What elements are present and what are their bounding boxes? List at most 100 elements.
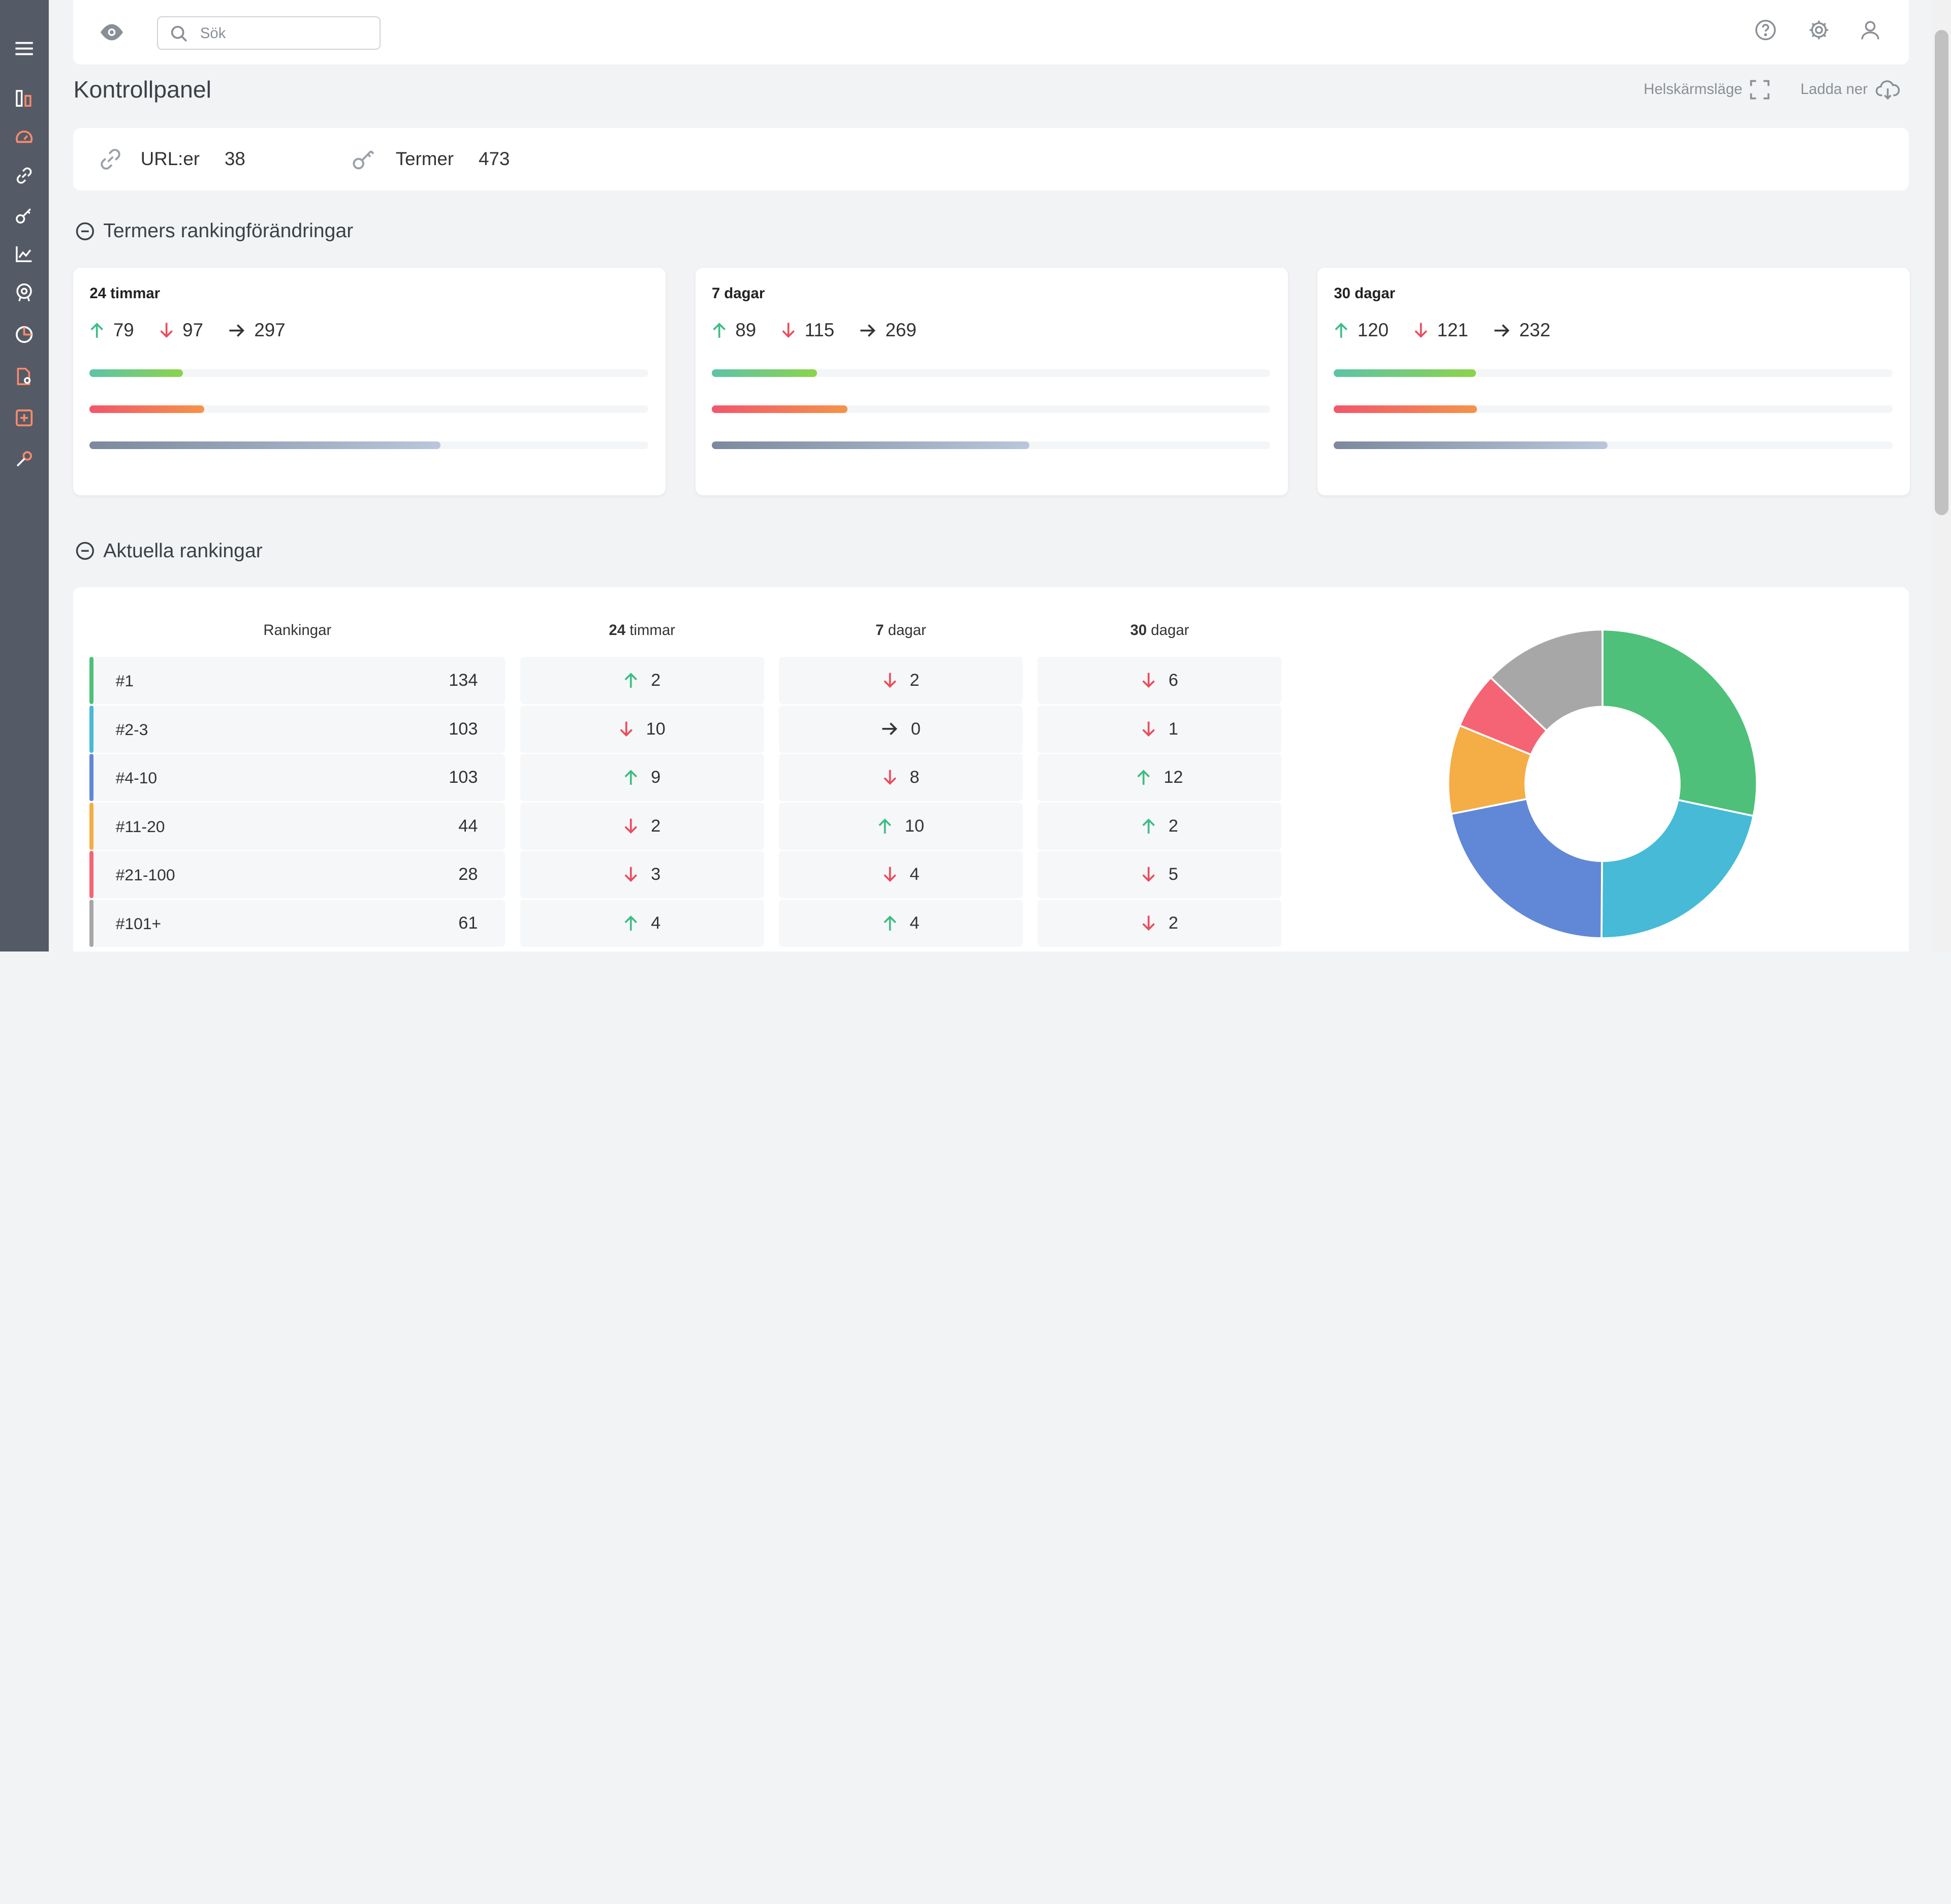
- user-icon[interactable]: [1858, 17, 1882, 42]
- settings-gear-icon[interactable]: [1807, 17, 1832, 42]
- arrow-up-icon: [1137, 770, 1150, 785]
- ranking-row: #21-100 28: [89, 851, 506, 899]
- rankings-section-toggle[interactable]: Aktuella rankingar: [76, 540, 263, 562]
- ranking-change-value: 4: [909, 865, 920, 884]
- changes-section-toggle[interactable]: Termers rankingförändringar: [76, 220, 353, 242]
- ranking-color-bar: [89, 851, 93, 899]
- col-header-24h: 24 timmar: [520, 622, 764, 639]
- sidebar-item-tools[interactable]: [0, 443, 49, 475]
- search-input[interactable]: [200, 22, 374, 45]
- same-count: 269: [885, 320, 917, 341]
- arrow-up-icon: [624, 673, 638, 688]
- help-icon[interactable]: [1753, 17, 1778, 42]
- key-icon: [16, 208, 32, 224]
- sidebar-item-overview[interactable]: [0, 82, 49, 115]
- page-title: Kontrollpanel: [73, 76, 212, 103]
- search-box[interactable]: [156, 16, 381, 50]
- arrow-down-icon: [883, 673, 896, 688]
- ranking-change-cell: 10: [779, 802, 1023, 850]
- down-bar-fill: [711, 405, 847, 414]
- sidebar-item-chart[interactable]: [0, 238, 49, 270]
- app-root: Kontrollpanel Helskärmsläge Ladda ner UR…: [0, 0, 1951, 952]
- urls-label: URL:er: [140, 148, 200, 170]
- fullscreen-button[interactable]: Helskärmsläge: [1644, 80, 1770, 100]
- ranking-change-value: 1: [1168, 719, 1178, 739]
- up-count: 89: [735, 320, 757, 341]
- ranking-change-cell: 8: [779, 754, 1023, 802]
- up-bar-fill: [89, 369, 183, 377]
- ranking-value: 61: [458, 913, 478, 933]
- ranking-change-cell: 9: [520, 754, 764, 802]
- sidebar-item-rankings[interactable]: [0, 276, 49, 309]
- scrollbar-thumb[interactable]: [1935, 29, 1949, 515]
- wrench-icon: [16, 451, 33, 467]
- same-bar-fill: [89, 441, 440, 450]
- donut-slice-2[interactable]: [1450, 798, 1603, 939]
- down-bar: [89, 405, 648, 414]
- ranking-label: #4-10: [115, 769, 158, 787]
- sidebar-item-reports[interactable]: [0, 319, 49, 351]
- ranking-value: 134: [449, 671, 478, 690]
- file-gear-icon: [17, 368, 31, 386]
- up-count: 79: [113, 320, 134, 341]
- stat-terms: Termer 473: [351, 128, 510, 190]
- donut-slice-1[interactable]: [1600, 799, 1755, 939]
- sidebar-item-dashboard[interactable]: [0, 121, 49, 153]
- download-label: Ladda ner: [1800, 81, 1868, 98]
- col-header-7d-unit: dagar: [884, 622, 926, 639]
- ranking-change-value: 4: [651, 913, 661, 933]
- sidebar-item-add[interactable]: [0, 402, 49, 434]
- urls-value: 38: [224, 148, 245, 170]
- donut-slice-0[interactable]: [1601, 628, 1758, 817]
- arrow-down-icon: [1142, 867, 1155, 882]
- ranking-change-cell: 10: [520, 705, 764, 753]
- down-bar: [1334, 405, 1893, 414]
- sidebar-item-file-settings[interactable]: [0, 361, 49, 393]
- ranking-change-cell: 2: [1037, 899, 1282, 947]
- down-count: 97: [182, 320, 203, 341]
- same-bar-fill: [711, 441, 1030, 450]
- same-bar: [1334, 441, 1893, 450]
- ranking-color-bar: [89, 705, 93, 753]
- arrow-down-icon: [160, 323, 173, 338]
- ranking-row: #2-3 103: [89, 705, 506, 753]
- scrollbar[interactable]: [1932, 0, 1951, 952]
- eye-icon[interactable]: [98, 20, 125, 50]
- ranking-label: #101+: [115, 914, 162, 933]
- change-card-30d: 30 dagar 120 121 232: [1317, 267, 1910, 495]
- changes-section-title: Termers rankingförändringar: [103, 220, 354, 242]
- ranking-row: #4-10 103: [89, 754, 506, 802]
- menu-icon[interactable]: [0, 33, 49, 65]
- ranking-change-value: 4: [909, 913, 920, 933]
- arrow-up-icon: [1142, 818, 1155, 834]
- ranking-row: #101+ 61: [89, 899, 506, 947]
- ranking-label: #1: [115, 672, 134, 690]
- ranking-change-value: 3: [651, 865, 661, 884]
- link-icon: [17, 167, 32, 184]
- ranking-change-cell: 2: [1037, 802, 1282, 850]
- pie-icon: [16, 326, 33, 343]
- download-button[interactable]: Ladda ner: [1801, 80, 1900, 100]
- arrow-right-icon: [860, 324, 876, 337]
- arrow-right-icon: [882, 722, 898, 736]
- sidebar-item-terms[interactable]: [0, 199, 49, 232]
- ranking-change-cell: 4: [779, 851, 1023, 899]
- down-count: 115: [804, 320, 835, 341]
- ranking-change-cell: 4: [520, 899, 764, 947]
- terms-label: Termer: [395, 148, 454, 170]
- stat-urls: URL:er 38: [98, 128, 245, 190]
- stats-card: URL:er 38 Termer 473: [73, 128, 1909, 191]
- change-card-24h: 24 timmar 79 97 297: [73, 267, 666, 495]
- add-square-icon: [16, 409, 33, 427]
- col-header-7d: 7 dagar: [779, 622, 1023, 639]
- sidebar-item-urls[interactable]: [0, 159, 49, 192]
- arrow-up-icon: [713, 323, 726, 338]
- ranking-change-value: 2: [651, 671, 661, 690]
- ranking-change-value: 5: [1168, 865, 1178, 884]
- link-icon: [101, 149, 121, 170]
- ranking-change-value: 10: [904, 816, 925, 836]
- ranking-change-cell: 2: [779, 657, 1023, 705]
- gauge-icon: [16, 130, 33, 143]
- ranking-row: #11-20 44: [89, 802, 506, 850]
- donut-slice-5[interactable]: [1489, 628, 1604, 732]
